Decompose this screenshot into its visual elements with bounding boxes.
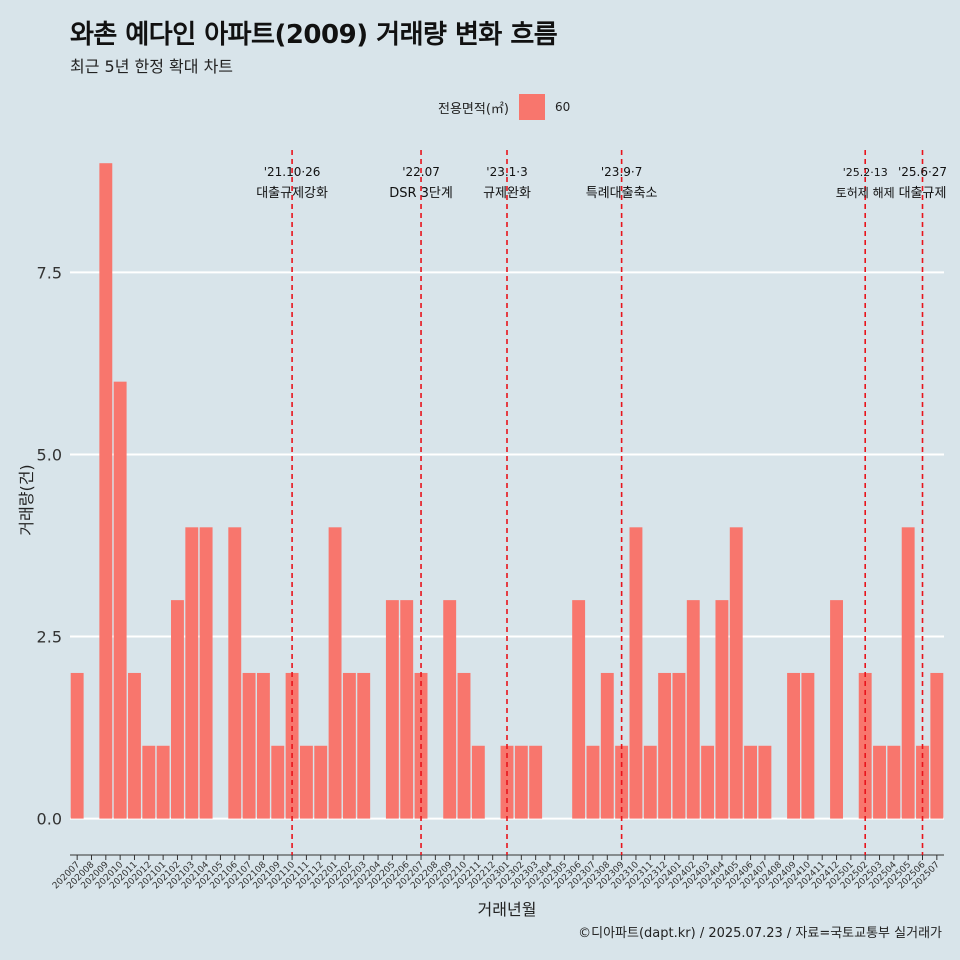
bar <box>299 745 313 819</box>
bar <box>701 745 715 819</box>
bar <box>242 672 256 819</box>
bar <box>930 672 944 819</box>
bar <box>457 672 471 819</box>
event-label: 특례대출축소 <box>586 186 658 201</box>
bar <box>256 672 270 819</box>
bar <box>744 745 758 819</box>
event-date: '25.2·13 <box>843 166 888 179</box>
chart-subtitle: 최근 5년 한정 확대 차트 <box>70 57 234 76</box>
y-tick-label: 7.5 <box>37 263 62 282</box>
bar <box>314 745 328 819</box>
bar <box>830 600 843 819</box>
bar <box>529 745 543 819</box>
legend-swatch <box>518 94 545 120</box>
bar <box>400 600 414 819</box>
bar <box>801 672 815 819</box>
chart-title: 와촌 예다인 아파트(2009) 거래량 변화 흐름 <box>70 20 558 50</box>
bar <box>385 600 399 819</box>
bar <box>342 672 356 819</box>
y-tick-label: 5.0 <box>37 445 62 464</box>
bar <box>128 672 141 819</box>
legend-title: 전용면적(㎡) <box>438 101 509 117</box>
bar <box>873 745 886 819</box>
y-axis-title: 거래량(건) <box>17 464 36 535</box>
bar <box>357 672 371 819</box>
bar <box>99 163 113 819</box>
event-date: '25.6·27 <box>898 165 947 179</box>
bar <box>328 527 342 819</box>
event-label: 대출규제강화 <box>256 186 328 201</box>
bar <box>787 672 801 819</box>
bar <box>686 600 700 819</box>
bar <box>199 527 213 819</box>
bar <box>586 745 600 819</box>
y-tick-label: 2.5 <box>37 628 62 647</box>
bar <box>629 527 643 819</box>
bar <box>572 600 586 819</box>
bar <box>901 527 915 819</box>
bar <box>156 745 170 819</box>
y-tick-label: 0.0 <box>37 810 62 829</box>
event-label: DSR 3단계 <box>389 186 453 201</box>
bar <box>887 745 901 819</box>
bar <box>271 745 285 819</box>
event-label: 대출규제 <box>899 186 947 201</box>
bar <box>471 745 485 819</box>
legend-item-label: 60 <box>554 100 571 114</box>
bar <box>228 527 242 819</box>
bar <box>142 745 156 819</box>
bar <box>185 527 199 819</box>
bar <box>715 600 729 819</box>
bar <box>758 745 772 819</box>
bar <box>672 672 686 819</box>
bar <box>70 672 84 819</box>
event-date: '22.07 <box>402 165 440 179</box>
bar <box>658 672 672 819</box>
bar <box>171 600 184 819</box>
event-label: 규제완화 <box>483 186 531 201</box>
x-axis-title: 거래년월 <box>478 900 537 919</box>
bar <box>600 672 614 819</box>
bar <box>113 381 127 819</box>
event-date: '23.1·3 <box>486 165 527 179</box>
event-date: '23.9·7 <box>601 165 642 179</box>
source-caption: ©디아파트(dapt.kr) / 2025.07.23 / 자료=국토교통부 실… <box>578 926 942 941</box>
bar <box>729 527 743 819</box>
bar <box>643 745 657 819</box>
bar <box>443 600 457 819</box>
event-date: '21.10·26 <box>264 165 321 179</box>
legend: 전용면적(㎡) 60 <box>438 93 570 121</box>
event-label: 토허제 해제 <box>836 186 895 200</box>
bar <box>514 745 528 819</box>
